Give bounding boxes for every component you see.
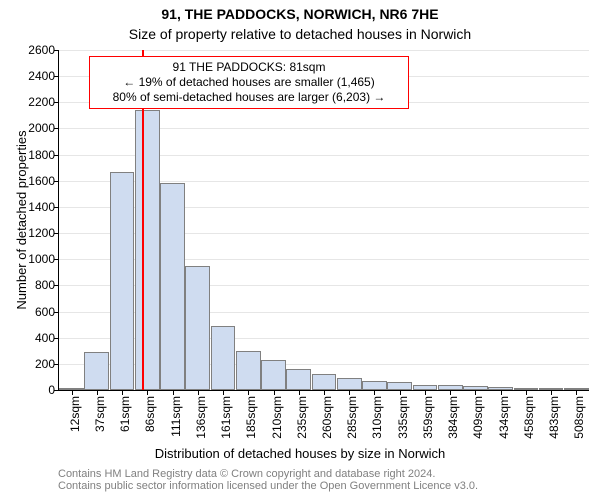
x-tick — [324, 390, 325, 395]
plot-area: 0200400600800100012001400160018002000220… — [58, 50, 589, 391]
x-tick — [173, 390, 174, 395]
bar — [135, 110, 160, 390]
bar — [286, 369, 311, 390]
y-axis-label: Number of detached properties — [14, 130, 29, 309]
bar — [261, 360, 286, 390]
x-tick — [248, 390, 249, 395]
bar — [236, 351, 261, 390]
x-tick — [450, 390, 451, 395]
x-axis-label: Distribution of detached houses by size … — [0, 446, 600, 461]
y-tick-label: 1400 — [28, 200, 59, 214]
x-tick-label: 359sqm — [421, 396, 435, 439]
y-tick-label: 2600 — [28, 43, 59, 57]
x-tick-label: 434sqm — [497, 396, 511, 439]
footer-line-1: Contains HM Land Registry data © Crown c… — [0, 468, 600, 480]
x-tick — [349, 390, 350, 395]
y-tick-label: 800 — [35, 278, 59, 292]
x-tick-label: 335sqm — [396, 396, 410, 439]
annotation-box: 91 THE PADDOCKS: 81sqm← 19% of detached … — [89, 56, 409, 109]
x-tick — [576, 390, 577, 395]
x-tick — [72, 390, 73, 395]
bar — [160, 183, 185, 390]
x-tick — [223, 390, 224, 395]
gridline — [59, 50, 589, 51]
bar — [211, 326, 236, 390]
x-tick-label: 310sqm — [370, 396, 384, 439]
x-tick-label: 136sqm — [194, 396, 208, 439]
annotation-line-2: ← 19% of detached houses are smaller (1,… — [96, 75, 402, 90]
x-tick — [526, 390, 527, 395]
y-tick-label: 1200 — [28, 226, 59, 240]
chart-title-subtitle: Size of property relative to detached ho… — [0, 26, 600, 42]
y-tick-label: 0 — [48, 383, 59, 397]
y-tick-label: 2400 — [28, 69, 59, 83]
x-tick — [274, 390, 275, 395]
x-tick — [475, 390, 476, 395]
x-tick — [122, 390, 123, 395]
bar — [110, 172, 135, 390]
x-tick-label: 185sqm — [244, 396, 258, 439]
bar — [387, 382, 412, 390]
y-tick-label: 1600 — [28, 174, 59, 188]
x-tick-label: 111sqm — [169, 396, 183, 437]
x-tick-label: 483sqm — [547, 396, 561, 439]
bar — [84, 352, 109, 390]
annotation-line-3: 80% of semi-detached houses are larger (… — [96, 90, 402, 105]
y-tick-label: 2000 — [28, 121, 59, 135]
y-tick-label: 1000 — [28, 252, 59, 266]
x-tick-label: 86sqm — [143, 396, 157, 432]
chart-title-address: 91, THE PADDOCKS, NORWICH, NR6 7HE — [0, 6, 600, 22]
bar — [337, 378, 362, 390]
x-tick — [374, 390, 375, 395]
x-tick-label: 37sqm — [93, 396, 107, 432]
y-tick-label: 1800 — [28, 148, 59, 162]
x-tick — [551, 390, 552, 395]
x-tick-label: 384sqm — [446, 396, 460, 439]
x-tick — [299, 390, 300, 395]
x-tick-label: 210sqm — [270, 396, 284, 439]
footer-attribution: Contains HM Land Registry data © Crown c… — [0, 468, 600, 492]
y-tick-label: 600 — [35, 305, 59, 319]
x-tick-label: 161sqm — [219, 396, 233, 439]
x-tick-label: 12sqm — [68, 396, 82, 432]
x-tick-label: 260sqm — [320, 396, 334, 439]
x-tick — [501, 390, 502, 395]
x-tick — [147, 390, 148, 395]
bar — [362, 381, 387, 390]
x-tick — [425, 390, 426, 395]
x-tick-label: 458sqm — [522, 396, 536, 439]
y-tick-label: 200 — [35, 357, 59, 371]
y-tick-label: 400 — [35, 331, 59, 345]
x-tick-label: 409sqm — [471, 396, 485, 439]
annotation-line-1: 91 THE PADDOCKS: 81sqm — [96, 60, 402, 75]
x-tick — [400, 390, 401, 395]
bar — [185, 266, 210, 390]
chart-container: { "title_line1": "91, THE PADDOCKS, NORW… — [0, 0, 600, 500]
y-tick-label: 2200 — [28, 95, 59, 109]
x-tick-label: 508sqm — [572, 396, 586, 439]
x-tick-label: 61sqm — [118, 396, 132, 432]
x-tick-label: 235sqm — [295, 396, 309, 439]
bar — [312, 374, 337, 390]
x-tick — [97, 390, 98, 395]
x-tick-label: 285sqm — [345, 396, 359, 439]
footer-line-2: Contains public sector information licen… — [0, 480, 600, 492]
x-tick — [198, 390, 199, 395]
